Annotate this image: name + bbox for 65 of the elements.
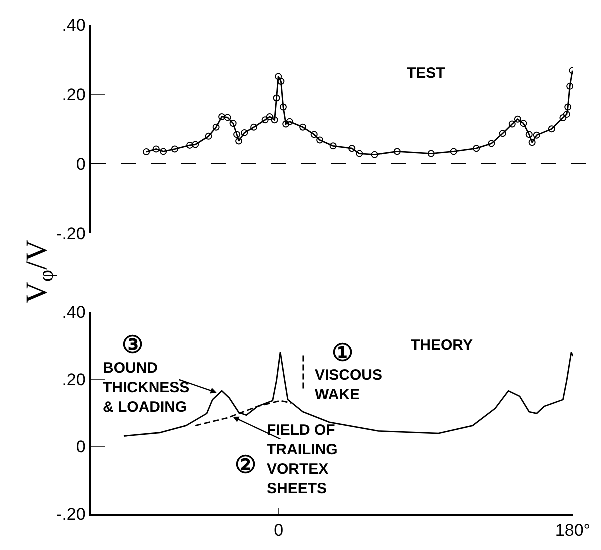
point: [564, 104, 572, 111]
y-tick-label: -.20: [56, 224, 86, 244]
annotation: TEST: [407, 65, 446, 82]
point: [560, 114, 567, 122]
point: [212, 124, 220, 131]
point: [356, 150, 364, 158]
point: [278, 78, 285, 86]
x-tick-label: 180°: [555, 521, 591, 540]
point: [273, 94, 280, 102]
point: [143, 148, 150, 156]
annotation: BOUND THICKNESS & LOADING: [103, 360, 190, 416]
y-tick-label: 0: [76, 154, 86, 174]
point: [473, 145, 480, 152]
point: [280, 104, 287, 111]
point: [186, 142, 194, 149]
annotation: VISCOUS WAKE: [315, 367, 383, 404]
point: [488, 140, 496, 148]
point: [533, 132, 540, 139]
point: [205, 132, 212, 140]
point: [450, 148, 458, 156]
point: [514, 116, 522, 123]
point: [348, 145, 356, 152]
point: [371, 151, 378, 158]
annotation: ①: [332, 340, 354, 367]
point: [316, 136, 324, 144]
annotation: FIELD OF TRAILING VORTEX SHEETS: [267, 422, 338, 498]
point: [218, 113, 226, 120]
point: [508, 120, 516, 128]
point: [528, 139, 536, 146]
point: [394, 148, 401, 156]
point: [171, 146, 178, 153]
point: [310, 131, 318, 138]
point: [566, 82, 573, 90]
y-tick-label: .40: [62, 302, 86, 322]
y-tick-label: .40: [62, 16, 86, 35]
point: [563, 111, 570, 118]
annotation: ③: [122, 332, 144, 359]
point: [266, 113, 274, 120]
y-tick-label: 0: [76, 438, 86, 457]
point: [526, 131, 533, 138]
point: [230, 120, 237, 128]
point: [548, 126, 556, 133]
point: [224, 114, 232, 122]
point: [271, 116, 278, 124]
y-tick-label: -.20: [56, 504, 86, 524]
point: [286, 118, 294, 126]
point: [236, 138, 243, 145]
point: [160, 148, 168, 156]
y-tick-label: .20: [62, 85, 86, 104]
point: [330, 142, 337, 150]
point: [499, 130, 506, 138]
point: [241, 129, 248, 136]
point: [275, 73, 282, 80]
point: [250, 124, 258, 131]
point: [262, 116, 269, 124]
point: [520, 120, 528, 128]
point: [282, 120, 290, 128]
point: [428, 150, 435, 158]
point: [152, 146, 160, 153]
annotation: THEORY: [411, 337, 473, 354]
annotation: ②: [235, 452, 257, 479]
point: [192, 141, 200, 148]
y-tick-label: .20: [62, 370, 86, 390]
point: [234, 131, 241, 138]
point: [300, 124, 307, 131]
